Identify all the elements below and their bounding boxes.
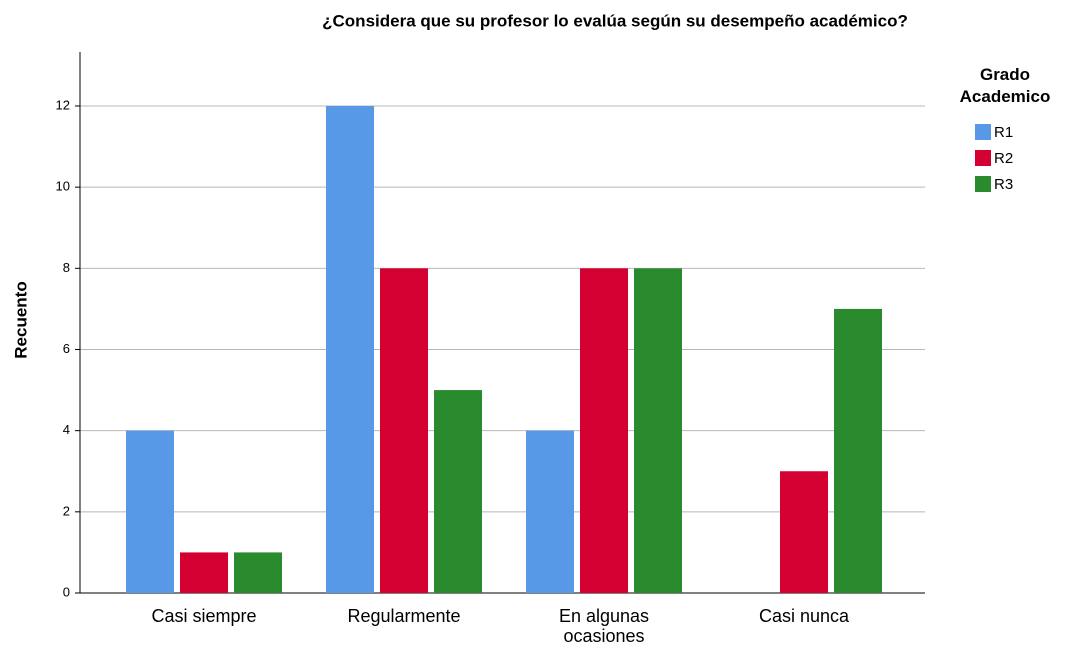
bar <box>580 268 628 593</box>
x-tick-label: En algunas ocasiones <box>559 606 649 646</box>
legend-swatch <box>975 150 991 166</box>
bar <box>634 268 682 593</box>
y-tick-label: 8 <box>63 260 70 275</box>
y-tick-label: 6 <box>63 341 70 356</box>
bar <box>326 105 374 593</box>
x-tick-label: Casi nunca <box>759 606 850 626</box>
y-tick-label: 2 <box>63 503 70 518</box>
bar <box>434 390 482 593</box>
legend-label: R3 <box>994 176 1013 193</box>
bar <box>780 471 828 593</box>
legend-label: R1 <box>994 124 1013 141</box>
y-tick-label: 0 <box>63 584 70 599</box>
bar <box>180 552 228 593</box>
y-tick-label: 4 <box>63 422 70 437</box>
bar <box>834 308 882 593</box>
x-tick-label: Casi siempre <box>151 606 256 626</box>
legend-swatch <box>975 124 991 140</box>
y-axis-label: Recuento <box>11 281 30 358</box>
legend-title: Grado Academico <box>960 65 1051 106</box>
legend-label: R2 <box>994 150 1013 167</box>
legend-swatch <box>975 176 991 192</box>
y-tick-label: 12 <box>56 97 70 112</box>
bar <box>234 552 282 593</box>
x-tick-label: Regularmente <box>347 606 460 626</box>
y-tick-label: 10 <box>56 179 70 194</box>
bar <box>380 268 428 593</box>
chart-title: ¿Considera que su profesor lo evalúa seg… <box>322 11 908 30</box>
bar <box>126 430 174 593</box>
bar <box>526 430 574 593</box>
